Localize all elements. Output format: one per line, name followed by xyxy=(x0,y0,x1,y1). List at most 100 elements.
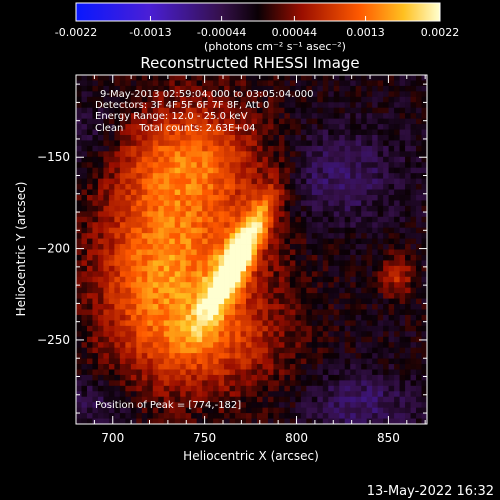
heatmap-cell xyxy=(147,309,154,316)
heatmap-cell xyxy=(344,331,351,338)
heatmap-cell xyxy=(377,194,384,201)
heatmap-cell xyxy=(300,162,307,169)
heatmap-cell xyxy=(240,364,247,370)
heatmap-cell xyxy=(196,396,203,403)
heatmap-cell xyxy=(317,298,324,305)
heatmap-cell xyxy=(267,249,274,256)
heatmap-cell xyxy=(97,173,104,180)
heatmap-cell xyxy=(344,358,351,365)
heatmap-cell xyxy=(213,314,219,321)
heatmap-cell xyxy=(383,314,390,321)
heatmap-cell xyxy=(300,129,307,136)
heatmap-cell xyxy=(355,244,362,250)
heatmap-cell xyxy=(383,282,390,289)
heatmap-cell xyxy=(355,129,362,136)
heatmap-cell xyxy=(108,309,115,316)
heatmap-cell xyxy=(399,314,406,321)
heatmap-cell xyxy=(169,129,176,136)
heatmap-cell xyxy=(196,391,203,398)
heatmap-cell xyxy=(344,276,351,283)
heatmap-cell xyxy=(355,184,362,190)
heatmap-cell xyxy=(289,140,296,147)
heatmap-cell xyxy=(262,353,269,359)
heatmap-cell xyxy=(322,216,329,223)
heatmap-cell xyxy=(295,194,302,201)
heatmap-cell xyxy=(388,80,395,87)
heatmap-cell xyxy=(136,184,143,190)
heatmap-cell xyxy=(76,407,82,414)
heatmap-cell xyxy=(383,244,390,250)
heatmap-cell xyxy=(339,260,346,267)
heatmap-cell xyxy=(136,309,143,316)
heatmap-cell xyxy=(284,244,291,250)
heatmap-cell xyxy=(322,331,329,338)
heatmap-cell xyxy=(108,134,115,141)
heatmap-cell xyxy=(108,200,115,207)
heatmap-cell xyxy=(366,265,373,272)
heatmap-cell xyxy=(306,325,313,332)
heatmap-cell xyxy=(328,260,335,267)
heatmap-cell xyxy=(196,227,203,234)
heatmap-cell xyxy=(421,271,428,278)
heatmap-cell xyxy=(350,276,357,283)
heatmap-cell xyxy=(322,298,329,305)
heatmap-cell xyxy=(344,216,351,223)
heatmap-cell xyxy=(410,364,417,370)
heatmap-cell xyxy=(410,358,417,365)
heatmap-cell xyxy=(158,173,165,180)
heatmap-cell xyxy=(421,244,428,250)
heatmap-cell xyxy=(328,418,335,425)
heatmap-cell xyxy=(361,140,368,147)
heatmap-cell xyxy=(361,238,368,245)
heatmap-cell xyxy=(130,80,137,87)
heatmap-cell xyxy=(229,113,236,120)
heatmap-cell xyxy=(333,325,340,332)
heatmap-cell xyxy=(289,145,296,152)
heatmap-cell xyxy=(108,227,115,234)
heatmap-cell xyxy=(119,184,126,190)
heatmap-cell xyxy=(399,380,406,387)
heatmap-cell xyxy=(251,124,258,130)
heatmap-cell xyxy=(229,353,236,359)
heatmap-cell xyxy=(180,151,187,158)
heatmap-cell xyxy=(306,347,313,354)
heatmap-cell xyxy=(421,129,428,136)
heatmap-cell xyxy=(328,347,335,354)
heatmap-cell xyxy=(416,124,422,130)
heatmap-cell xyxy=(136,396,143,403)
heatmap-cell xyxy=(399,156,406,163)
heatmap-cell xyxy=(383,113,390,120)
heatmap-cell xyxy=(410,162,417,169)
heatmap-cell xyxy=(180,156,187,163)
heatmap-cell xyxy=(213,380,219,387)
heatmap-cell xyxy=(147,342,154,349)
heatmap-cell xyxy=(152,293,159,299)
heatmap-cell xyxy=(158,249,165,256)
heatmap-cell xyxy=(185,194,192,201)
heatmap-cell xyxy=(114,320,121,327)
heatmap-cell xyxy=(108,233,115,239)
heatmap-cell xyxy=(262,118,269,125)
heatmap-cell xyxy=(180,254,187,261)
heatmap-cell xyxy=(213,320,219,327)
heatmap-cell xyxy=(191,265,198,272)
heatmap-cell xyxy=(202,260,209,267)
heatmap-cell xyxy=(235,282,241,289)
heatmap-cell xyxy=(273,391,280,398)
heatmap-cell xyxy=(273,85,280,92)
heatmap-cell xyxy=(284,167,291,174)
heatmap-cell xyxy=(322,347,329,354)
heatmap-cell xyxy=(213,249,219,256)
heatmap-cell xyxy=(306,173,313,180)
heatmap-cell xyxy=(262,194,269,201)
heatmap-cell xyxy=(322,402,329,409)
heatmap-cell xyxy=(185,151,192,158)
heatmap-cell xyxy=(322,353,329,359)
heatmap-cell xyxy=(213,385,219,392)
heatmap-cell xyxy=(81,173,88,180)
heatmap-cell xyxy=(295,238,302,245)
heatmap-cell xyxy=(267,353,274,359)
heatmap-cell xyxy=(278,194,285,201)
heatmap-cell xyxy=(158,369,165,376)
heatmap-cell xyxy=(114,304,121,310)
